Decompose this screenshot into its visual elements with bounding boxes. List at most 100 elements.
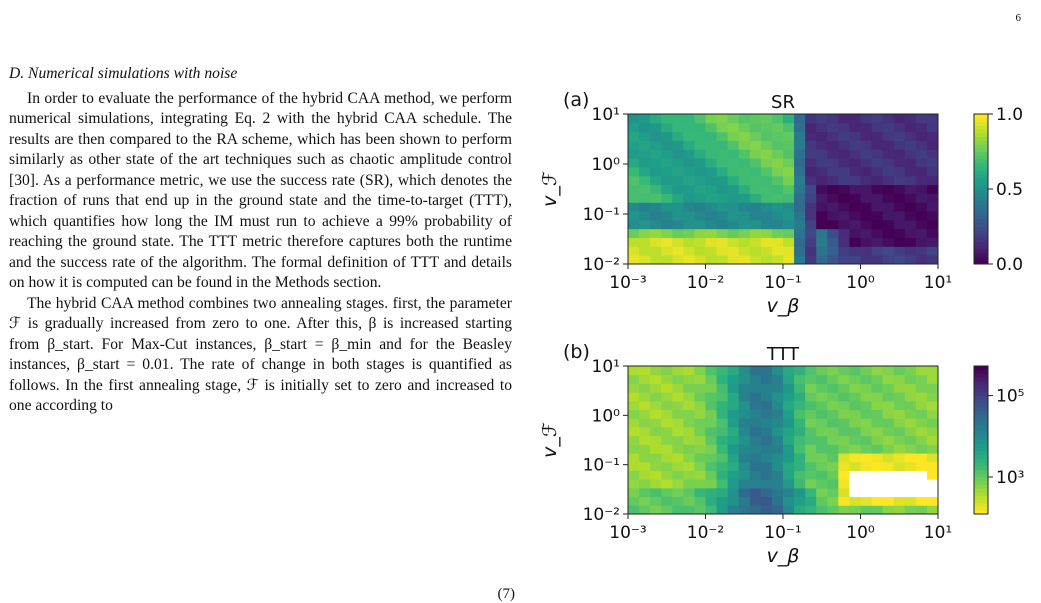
heatmap-cell (816, 496, 828, 506)
heatmap-cell (683, 149, 695, 159)
heatmap-cell (661, 453, 673, 463)
heatmap-cell (904, 505, 917, 515)
colorbar-segment (974, 391, 988, 397)
heatmap-cell (760, 383, 773, 393)
heatmap-cell (882, 418, 895, 428)
heatmap-cell (716, 166, 729, 177)
heatmap-cell (738, 496, 751, 506)
heatmap-cell (760, 237, 773, 247)
heatmap-cell (683, 246, 695, 256)
heatmap-cell (705, 479, 718, 489)
heatmap-cell (926, 418, 939, 428)
heatmap-cell (771, 487, 784, 498)
heatmap-cell (926, 426, 939, 437)
heatmap-cell (661, 392, 673, 402)
heatmap-cell (639, 184, 651, 194)
colorbar-segment (974, 121, 988, 126)
heatmap-cell (816, 193, 828, 203)
heatmap-cell (705, 461, 718, 471)
x-axis-label: v_β (767, 295, 800, 317)
heatmap-cell (816, 366, 828, 376)
heatmap-cell (760, 409, 773, 419)
heatmap-cell (783, 228, 795, 239)
heatmap-cell (871, 219, 884, 230)
heatmap-cell (838, 149, 850, 159)
colorbar-segment (974, 406, 988, 411)
heatmap-cell (639, 409, 651, 419)
colorbar-segment (974, 207, 988, 212)
heatmap-cell (683, 237, 695, 247)
heatmap-cell (705, 122, 718, 133)
heatmap-cell (838, 246, 850, 256)
heatmap-cell (760, 122, 773, 133)
colorbar-segment (974, 200, 988, 205)
colorbar-segment (974, 234, 988, 239)
heatmap-cell (760, 246, 773, 256)
heatmap-cell (727, 184, 740, 194)
heatmap-cell (827, 426, 839, 437)
heatmap-cell (805, 383, 817, 393)
heatmap-cell (871, 470, 884, 480)
heatmap-cell (727, 131, 740, 141)
heatmap-cell (661, 444, 673, 454)
heatmap-cell (749, 122, 762, 133)
heatmap-cell (805, 237, 817, 247)
heatmap-cell (838, 383, 850, 393)
heatmap-cell (816, 202, 828, 212)
heatmap-cell (650, 409, 662, 419)
heatmap-cell (882, 255, 895, 265)
heatmap-cell (816, 444, 828, 454)
heatmap-cell (805, 166, 817, 177)
heatmap-cell (650, 219, 662, 230)
heatmap-cell (849, 400, 861, 411)
heatmap-cell (771, 366, 784, 376)
heatmap-cell (915, 487, 928, 498)
heatmap-cell (705, 175, 718, 186)
heatmap-cell (849, 383, 861, 393)
colorbar-segment (974, 181, 988, 186)
heatmap-cell (760, 149, 773, 159)
heatmap-cell (650, 255, 662, 265)
heatmap-cell (705, 219, 718, 230)
heatmap-cell (738, 505, 751, 515)
heatmap-cell (794, 140, 806, 150)
colorbar-segment (974, 249, 988, 254)
heatmap-cell (760, 184, 773, 194)
heatmap-cell (794, 228, 806, 239)
heatmap-cell (771, 255, 784, 265)
heatmap-cell (628, 158, 640, 168)
heatmap-cell (838, 166, 850, 177)
heatmap-cell (683, 461, 695, 471)
heatmap-cell (838, 400, 850, 411)
heatmap-cell (783, 202, 795, 212)
heatmap-cell (860, 166, 873, 177)
heatmap-cell (871, 392, 884, 402)
y-tick-label: 10⁻¹ (583, 205, 620, 225)
heatmap-cell (683, 496, 695, 506)
heatmap-cell (849, 246, 861, 256)
heatmap-cell (882, 175, 895, 186)
heatmap-cell (705, 496, 718, 506)
heatmap-cell (716, 237, 729, 247)
heatmap-cell (661, 366, 673, 376)
heatmap-cell (771, 409, 784, 419)
heatmap-cell (849, 453, 861, 463)
heatmap-cell (749, 114, 762, 124)
heatmap-cell (882, 131, 895, 141)
heatmap-cell (783, 193, 795, 203)
heatmap-cell (760, 435, 773, 445)
colorbar-tick-label: 10⁵ (996, 387, 1024, 407)
heatmap-cell (871, 140, 884, 150)
heatmap-cell (650, 237, 662, 247)
heatmap-cell (882, 366, 895, 376)
heatmap-cell (749, 418, 762, 428)
heatmap-cell (827, 131, 839, 141)
heatmap-cell (838, 140, 850, 150)
heatmap-cell (816, 131, 828, 141)
heatmap-cell (771, 166, 784, 177)
heatmap-cell (915, 418, 928, 428)
heatmap-cell (683, 255, 695, 265)
heatmap-cell (827, 374, 839, 384)
heatmap-cell (683, 140, 695, 150)
heatmap-cell (893, 444, 906, 454)
